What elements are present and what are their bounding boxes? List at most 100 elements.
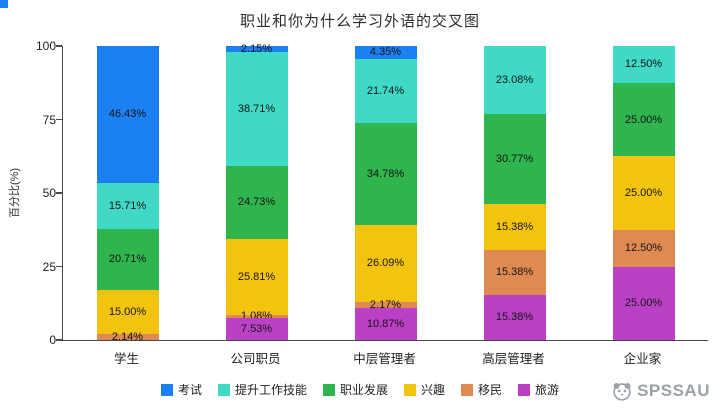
bar-segment: 23.08%	[483, 46, 546, 114]
chart-title: 职业和你为什么学习外语的交叉图	[239, 13, 480, 30]
y-tick-label: 0	[49, 333, 56, 347]
legend-swatch	[160, 383, 173, 396]
y-tick-label: 75	[42, 112, 56, 127]
y-tick-label: 100	[35, 39, 56, 53]
segment-label: 15.38%	[495, 311, 534, 324]
plot-area: 46.43% 15.71% 20.71% 15.00% 2.14% 2.15% 38.71%…	[62, 43, 708, 343]
bar-segment: 34.78%	[354, 122, 417, 225]
segment-label: 23.08%	[495, 74, 534, 87]
segment-label: 38.71%	[237, 103, 276, 116]
stacked-bar: 12.50% 25.00% 25.00% 12.50% 25.00%	[612, 46, 675, 340]
bar-segment: 20.71%	[96, 228, 159, 290]
legend-label: 职业发展	[339, 383, 388, 397]
bar-segment: 26.09%	[354, 224, 417, 302]
segment-label: 15.71%	[108, 199, 147, 212]
segment-label: 21.74%	[366, 84, 405, 97]
legend-item: 兴趣	[404, 381, 445, 398]
segment-label: 25.00%	[624, 113, 663, 126]
x-tick-label: 学生	[113, 352, 139, 366]
legend-item: 移民	[461, 381, 502, 398]
y-tick-mark	[56, 339, 62, 341]
bar-segment: 25.00%	[612, 156, 675, 230]
stacked-bar: 23.08% 30.77% 15.38% 15.38% 15.38%	[483, 46, 546, 340]
segment-label: 12.50%	[624, 58, 663, 71]
y-tick-mark	[56, 192, 62, 194]
legend-swatch	[322, 383, 335, 396]
legend-label: 提升工作技能	[234, 383, 307, 397]
spssau-logo-icon	[613, 383, 631, 401]
x-tick-label: 高层管理者	[482, 352, 545, 366]
x-tick-label: 企业家	[623, 352, 662, 366]
bar-segment: 15.38%	[483, 294, 546, 340]
legend-swatch	[404, 383, 416, 396]
bar-segment: 12.50%	[612, 229, 675, 267]
bar-segment: 46.43%	[96, 46, 159, 183]
y-tick-label: 50	[42, 186, 56, 200]
bar-segment: 25.81%	[225, 238, 288, 315]
legend-swatch	[217, 383, 230, 396]
bar-segment: 15.38%	[483, 204, 546, 250]
bar-segment: 25.00%	[612, 82, 675, 157]
watermark: SPSSAU	[611, 380, 710, 402]
bar-segment: 38.71%	[225, 52, 288, 167]
bar-segment: 10.87%	[354, 308, 417, 340]
segment-label: 25.00%	[624, 187, 663, 199]
legend-item: 职业发展	[322, 381, 388, 398]
segment-label: 25.81%	[237, 270, 276, 283]
segment-label: 24.73%	[237, 196, 276, 209]
bar-segment: 24.73%	[225, 166, 288, 239]
segment-label: 4.35%	[369, 46, 402, 59]
bar-segment: 2.14%	[96, 330, 159, 343]
segment-label: 7.53%	[240, 322, 273, 335]
legend-label: 考试	[177, 383, 202, 397]
legend-swatch	[461, 383, 474, 396]
bar-segment: 15.71%	[96, 182, 159, 229]
segment-label: 2.17%	[369, 298, 402, 311]
segment-label: 12.50%	[624, 242, 663, 255]
legend-item: 考试	[160, 381, 202, 398]
legend-label: 移民	[478, 383, 503, 397]
legend-item: 提升工作技能	[217, 381, 307, 398]
segment-label: 25.00%	[624, 297, 663, 310]
segment-label: 34.78%	[366, 167, 405, 180]
bar-segment: 7.53%	[225, 317, 288, 340]
legend-swatch	[518, 383, 531, 396]
bar-segment: 2.15%	[225, 43, 288, 56]
y-tick-label: 25	[42, 259, 56, 274]
legend-item: 旅游	[518, 381, 559, 398]
segment-label: 2.14%	[111, 330, 144, 343]
page-corner-marker	[0, 0, 8, 8]
watermark-text: SPSSAU	[637, 381, 710, 400]
bar-segment: 21.74%	[354, 58, 417, 123]
bar-segment: 25.00%	[612, 266, 675, 340]
segment-label: 10.87%	[366, 318, 405, 331]
segment-label: 15.38%	[495, 220, 534, 233]
x-tick-label: 公司职员	[230, 352, 281, 366]
y-tick-mark	[56, 118, 62, 121]
legend: 考试 提升工作技能 职业发展 兴趣 移民 旅游	[0, 381, 720, 398]
segment-label: 30.77%	[495, 153, 534, 166]
bar-segment: 4.35%	[354, 46, 417, 59]
x-tick-label: 中层管理者	[353, 352, 416, 366]
y-axis-title: 百分比(%)	[9, 167, 21, 219]
bar-segment: 15.38%	[483, 249, 546, 295]
stacked-bar: 2.15% 38.71% 24.73% 25.81% 1.08% 7.53%	[225, 43, 288, 340]
legend-label: 旅游	[535, 383, 560, 397]
segment-label: 15.00%	[108, 305, 147, 318]
segment-label: 2.15%	[240, 43, 273, 56]
segment-label: 46.43%	[108, 108, 147, 121]
bar-segment: 2.17%	[354, 298, 417, 311]
bar-segment: 30.77%	[483, 113, 546, 205]
y-tick-mark	[56, 265, 62, 268]
bar-segment: 15.00%	[96, 289, 159, 334]
y-tick-mark	[56, 45, 62, 47]
segment-label: 20.71%	[108, 253, 147, 266]
segment-label: 15.38%	[495, 266, 534, 279]
stacked-bar: 46.43% 15.71% 20.71% 15.00% 2.14%	[96, 46, 159, 343]
legend-label: 兴趣	[421, 383, 446, 397]
bar-segment: 12.50%	[612, 46, 675, 83]
segment-label: 26.09%	[366, 257, 405, 270]
stacked-bar: 4.35% 21.74% 34.78% 26.09% 2.17% 10.87%	[354, 46, 417, 340]
